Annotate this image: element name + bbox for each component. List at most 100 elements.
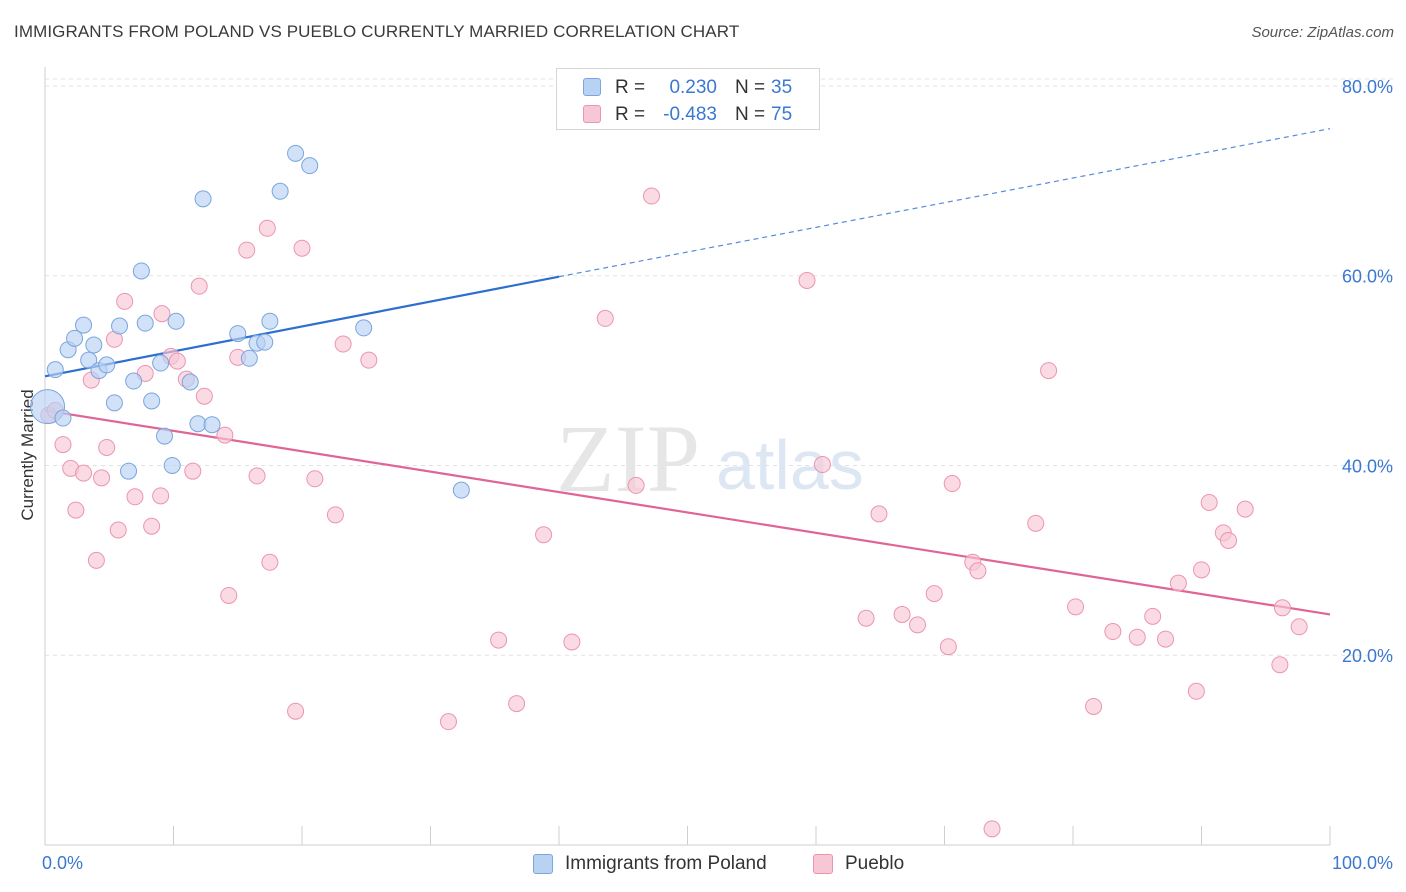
legend-label: Immigrants from Poland (565, 853, 767, 874)
pueblo-point (857, 609, 875, 627)
gridlines (45, 78, 1393, 656)
pueblo-point (1040, 362, 1058, 380)
poland-point (85, 336, 103, 354)
pueblo-point (126, 488, 144, 506)
poland-point (143, 392, 161, 410)
chart-title: IMMIGRANTS FROM POLAND VS PUEBLO CURRENT… (14, 22, 740, 41)
pueblo-point (143, 517, 161, 535)
pueblo-point (1157, 630, 1175, 648)
pueblo-point (98, 438, 116, 456)
pueblo-point (360, 351, 378, 369)
pueblo-point (798, 271, 816, 289)
pueblo-point (67, 501, 85, 519)
watermark-zip: ZIP (556, 405, 700, 512)
y-tick-label: 60.0% (1342, 267, 1393, 287)
pueblo-point (535, 526, 553, 544)
poland-point (54, 409, 72, 427)
pueblo-point (1128, 628, 1146, 646)
pueblo-point (75, 464, 93, 482)
pueblo-point (287, 702, 305, 720)
pueblo-point (195, 387, 213, 405)
poland-legend-swatch (533, 854, 553, 874)
poland-trendline (44, 275, 560, 378)
poland-point (156, 427, 174, 445)
pueblo-point (190, 277, 208, 295)
n-value: 35 (771, 77, 793, 98)
n-value: 75 (771, 104, 793, 125)
pueblo-point (326, 506, 344, 524)
pueblo-point (1187, 682, 1205, 700)
pueblo-legend-swatch (813, 854, 833, 874)
stats-row-pueblo: R = -0.483 N = 75 (557, 101, 819, 127)
pueblo-point (1236, 500, 1254, 518)
y-tick-label: 40.0% (1342, 456, 1393, 476)
poland-point (271, 182, 289, 200)
pueblo-point (893, 605, 911, 623)
pueblo-point (168, 352, 186, 370)
poland-point (75, 316, 93, 334)
x-tick-label: 100.0% (1332, 853, 1393, 873)
pueblo-points (40, 187, 1308, 838)
n-label: N = (735, 77, 766, 98)
legend-label: Pueblo (845, 853, 905, 874)
pueblo-point (1273, 599, 1291, 617)
stats-box: R = 0.230 N = 35 R = -0.483 N = 75 (556, 68, 820, 130)
pueblo-point (1104, 623, 1122, 641)
poland-point (287, 144, 305, 162)
pueblo-point (334, 335, 352, 353)
pueblo-point (184, 462, 202, 480)
poland-point (189, 415, 207, 433)
r-value: -0.483 (663, 104, 717, 125)
pueblo-point (508, 695, 526, 713)
poland-point (46, 361, 64, 379)
tick-labels: 20.0% 40.0% 60.0% 80.0% 0.0% 100.0% (42, 77, 1393, 873)
pueblo-point (153, 305, 171, 323)
pueblo-point (643, 187, 661, 205)
pueblo-point (1067, 598, 1085, 616)
poland-point (105, 394, 123, 412)
pueblo-point (152, 487, 170, 505)
poland-point (301, 157, 319, 175)
pueblo-point (306, 470, 324, 488)
poland-swatch (583, 78, 601, 96)
pueblo-point (87, 551, 105, 569)
pueblo-point (1193, 561, 1210, 579)
n-label: N = (735, 104, 766, 125)
poland-point (80, 351, 98, 369)
pueblo-point (909, 616, 927, 634)
poland-point (355, 319, 373, 337)
stats-row-poland: R = 0.230 N = 35 (557, 74, 819, 100)
poland-point (256, 333, 274, 351)
y-tick-label: 20.0% (1342, 646, 1393, 666)
pueblo-point (1027, 514, 1045, 532)
pueblo-point (939, 638, 957, 656)
r-value: 0.230 (669, 77, 717, 98)
pueblo-point (490, 631, 508, 649)
watermark: ZIP atlas (556, 405, 864, 512)
pueblo-point (596, 309, 614, 327)
axes (44, 67, 1331, 846)
poland-point (240, 349, 258, 367)
pueblo-point (1169, 574, 1187, 592)
poland-point (120, 462, 138, 480)
pueblo-point (1085, 697, 1103, 715)
pueblo-point (813, 456, 831, 474)
trendlines (44, 128, 1331, 616)
pueblo-point (116, 292, 134, 310)
pueblo-point (563, 633, 581, 651)
pueblo-point (1200, 493, 1218, 511)
poland-point (125, 372, 143, 390)
poland-point (98, 356, 116, 374)
r-label: R = (615, 77, 646, 98)
y-tick-label: 80.0% (1342, 77, 1393, 97)
pueblo-point (925, 585, 943, 603)
pueblo-point (1144, 607, 1162, 625)
pueblo-point (261, 553, 279, 571)
pueblo-point (109, 521, 127, 539)
pueblo-point (248, 467, 266, 485)
poland-point (261, 312, 279, 330)
poland-point (136, 314, 154, 332)
pueblo-point (943, 475, 961, 493)
pueblo-point (293, 239, 311, 257)
